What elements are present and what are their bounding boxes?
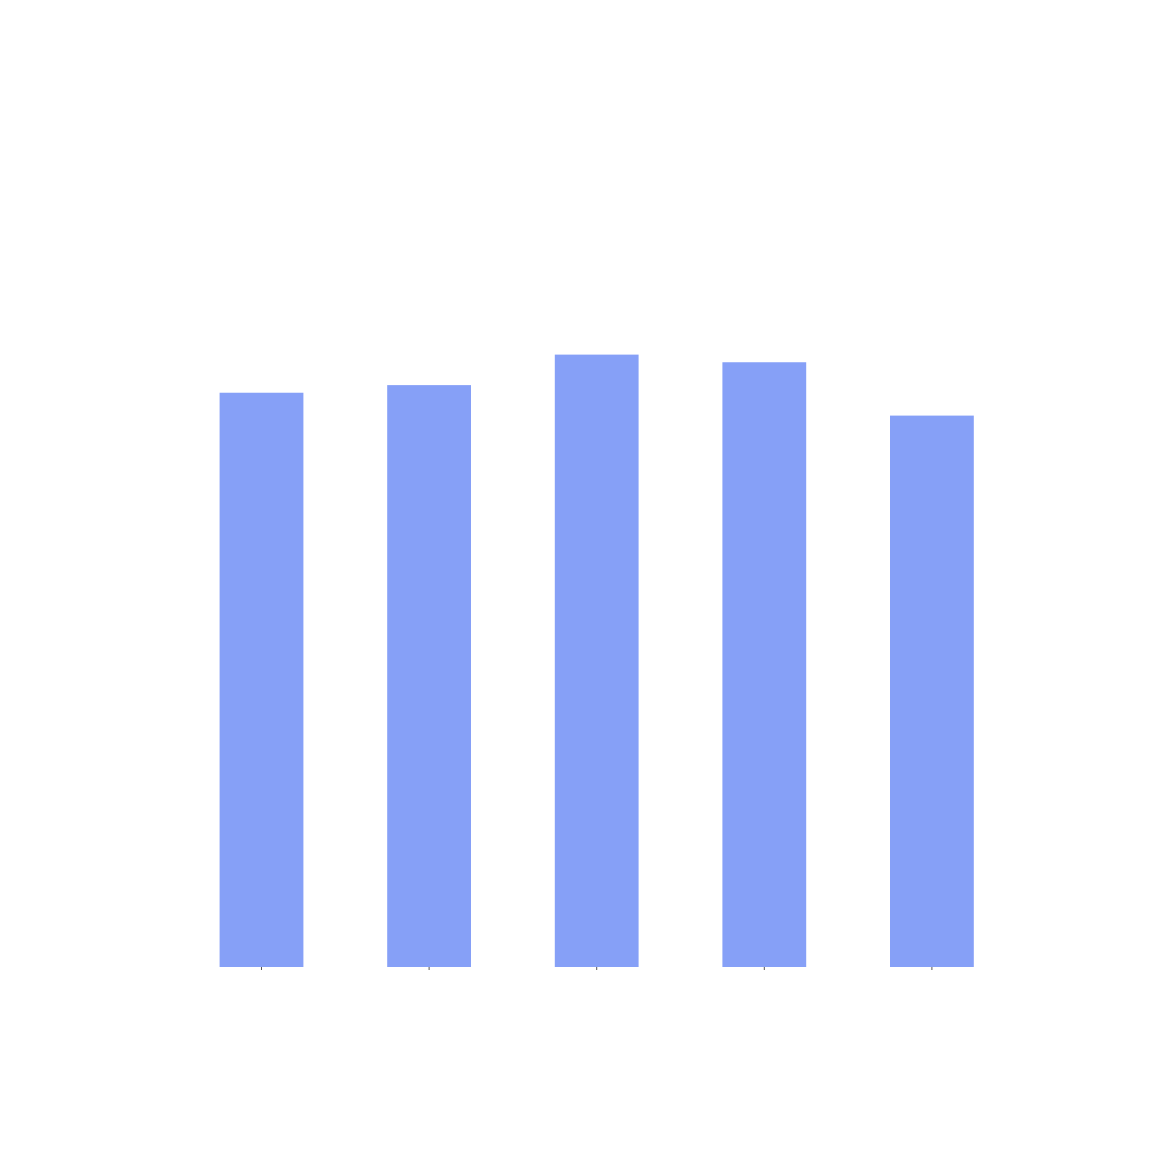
- bar: [890, 415, 974, 967]
- bar: [219, 392, 304, 967]
- bar: [554, 354, 639, 967]
- bar: [722, 362, 807, 967]
- bar: [387, 385, 471, 968]
